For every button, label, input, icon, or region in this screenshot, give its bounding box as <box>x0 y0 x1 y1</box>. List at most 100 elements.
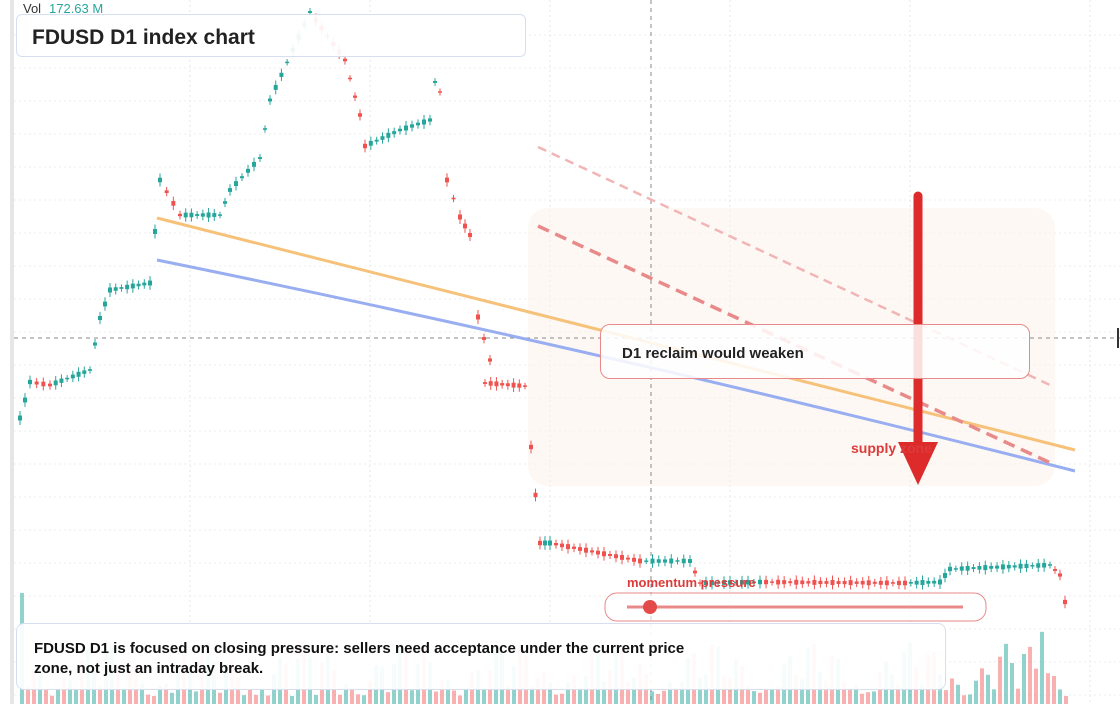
callout-box: D1 reclaim would weaken <box>600 324 1030 379</box>
candle-body <box>656 559 661 563</box>
volume-bar <box>242 695 246 704</box>
candle-body <box>183 212 188 218</box>
volume-bar <box>746 686 750 704</box>
volume-bar <box>1064 695 1068 704</box>
candle-body <box>458 214 462 220</box>
candle-body <box>602 551 606 557</box>
volume-bar <box>824 680 828 704</box>
candle-body <box>374 139 379 142</box>
volume-bar <box>458 695 462 704</box>
candle-body <box>669 558 674 564</box>
candle-body <box>103 301 107 307</box>
candle-body <box>794 579 799 585</box>
callout: D1 reclaim would weaken <box>622 345 804 362</box>
candle-body <box>800 580 805 585</box>
candle-body <box>410 124 414 128</box>
candle-body <box>908 582 913 584</box>
volume-bar <box>668 681 672 704</box>
volume-bar <box>260 688 264 704</box>
candle-body <box>23 397 27 403</box>
candle-body <box>663 559 667 563</box>
candle-body <box>716 582 720 584</box>
candle-body <box>500 383 505 386</box>
candle-body <box>240 176 244 179</box>
candle-body <box>932 580 937 584</box>
volume-bar <box>506 685 510 704</box>
volume-bar <box>1028 646 1032 704</box>
candle-body <box>566 544 570 550</box>
candle-body <box>398 128 402 132</box>
volume-bar <box>248 689 252 704</box>
candle-body <box>494 381 499 387</box>
candle-body <box>488 358 492 362</box>
title-box: FDUSD D1 index chart <box>16 14 526 57</box>
candle-body <box>854 581 859 584</box>
volume-bar <box>656 693 660 704</box>
candle-body <box>704 580 708 586</box>
volume-bar <box>314 694 318 704</box>
candle-body <box>830 580 835 585</box>
candle-body <box>710 580 714 586</box>
candle-body <box>195 214 200 216</box>
candle-body <box>740 580 744 585</box>
volume-bar <box>56 688 60 704</box>
volume-bar <box>1058 689 1062 704</box>
vol-value: 172.63 M <box>49 1 103 16</box>
candle-body <box>584 547 588 553</box>
candle-body <box>782 580 787 585</box>
candle-body <box>1053 569 1057 571</box>
candle-body <box>1058 573 1062 577</box>
candle-body <box>842 580 847 585</box>
volume-bar <box>194 691 198 704</box>
candle-body <box>788 581 793 584</box>
candle-body <box>212 213 217 217</box>
volume-bar <box>482 689 486 704</box>
candle-body <box>438 91 442 93</box>
candle-body <box>416 122 420 126</box>
candle-body <box>433 81 437 83</box>
volume-bar <box>950 678 954 704</box>
candle-body <box>543 540 547 546</box>
volume-bar <box>338 694 342 704</box>
candle-body <box>386 132 391 138</box>
volume-bar <box>464 688 468 704</box>
candle-body <box>505 383 510 387</box>
volume-bar <box>146 694 150 704</box>
candle-body <box>903 580 907 586</box>
volume-bar <box>1040 631 1044 704</box>
candle-body <box>308 11 312 13</box>
volume-bar <box>158 685 162 704</box>
candle-body <box>560 543 564 548</box>
arrow-head <box>898 442 938 485</box>
candle-body <box>675 560 680 562</box>
candle-body <box>1036 563 1041 568</box>
volume-bar <box>548 682 552 704</box>
candle-body <box>977 566 982 570</box>
slider-knob[interactable] <box>643 600 657 614</box>
candle-body <box>890 582 895 584</box>
candle-body <box>995 565 1000 569</box>
candle-body <box>632 557 636 562</box>
volume-bar <box>680 681 684 704</box>
candle-body <box>1063 599 1067 605</box>
volume-bar <box>536 677 540 704</box>
candle-body <box>776 579 781 585</box>
volume-bar <box>1052 675 1056 704</box>
candle-body <box>246 168 250 173</box>
candle-body <box>1018 563 1023 569</box>
volume-bar <box>776 687 780 704</box>
candle-body <box>1048 564 1052 566</box>
candle-body <box>578 547 582 551</box>
candle-body <box>228 188 232 192</box>
candle-body <box>263 128 267 130</box>
candle-body <box>158 177 162 183</box>
candle-body <box>983 565 988 571</box>
candle-body <box>884 580 889 586</box>
candle-body <box>620 554 624 560</box>
candle-body <box>806 581 811 584</box>
candle-body <box>920 580 925 585</box>
volume-bar <box>386 692 390 704</box>
candle-body <box>70 374 75 379</box>
candle-body <box>758 579 762 585</box>
